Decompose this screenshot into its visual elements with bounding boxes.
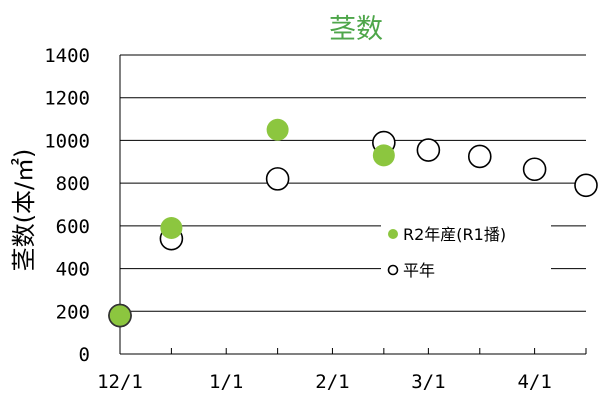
y-tick-label: 1400	[44, 45, 90, 67]
chart-title: 茎数	[329, 14, 383, 45]
x-tick-label: 12/1	[97, 371, 143, 393]
point-r2	[160, 216, 183, 239]
legend-label-normal: 平年	[403, 261, 435, 280]
grid-lines	[120, 54, 586, 312]
y-tick-label: 1000	[44, 130, 90, 152]
x-tick-label: 2/1	[315, 371, 349, 393]
point-normal	[574, 173, 598, 198]
y-tick-label: 0	[79, 344, 90, 366]
point-normal	[416, 138, 441, 162]
y-tick-label: 1200	[44, 88, 90, 110]
axes	[119, 55, 587, 355]
y-tick-label: 400	[56, 259, 90, 281]
point-r2	[109, 304, 131, 327]
data-series	[108, 118, 598, 328]
y-tick-label: 600	[56, 216, 90, 238]
y-axis-label: 茎数(本/㎡)	[10, 149, 38, 272]
point-normal	[522, 157, 547, 182]
y-tick-label: 200	[56, 301, 90, 323]
x-tick-label: 1/1	[209, 371, 243, 393]
x-tick-labels: 12/1 1/1 2/1 3/1 4/1	[97, 371, 552, 393]
legend-label-r2: R2年産(R1播)	[403, 225, 506, 244]
point-normal	[265, 167, 290, 191]
y-tick-labels: 0 200 400 600 800 1000 1200 1400	[44, 45, 90, 366]
legend: R2年産(R1播) 平年	[381, 218, 551, 288]
point-normal-outline	[108, 303, 132, 328]
x-tick-label: 4/1	[517, 371, 551, 393]
legend-background	[381, 218, 551, 288]
point-r2	[372, 144, 395, 167]
point-r2	[266, 118, 289, 141]
legend-marker-r2	[388, 229, 398, 239]
point-normal	[467, 144, 492, 169]
x-tick-label: 3/1	[411, 371, 445, 393]
legend-marker-normal	[387, 264, 399, 276]
y-tick-label: 800	[56, 173, 90, 195]
